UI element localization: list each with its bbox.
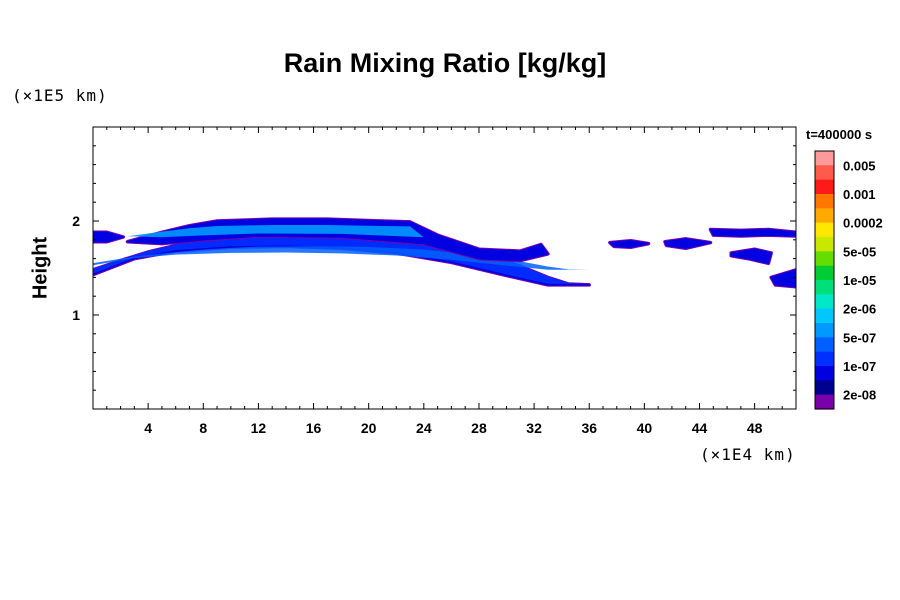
colorbar-swatch (815, 265, 834, 281)
right-edge-patch (769, 268, 796, 289)
colorbar-label: 1e-05 (843, 273, 876, 288)
x-tick-label: 28 (471, 420, 487, 436)
colorbar-label: 2e-06 (843, 302, 876, 317)
colorbar-swatch (815, 294, 834, 310)
colorbar-label: 0.005 (843, 158, 876, 173)
colorbar-swatch (815, 208, 834, 224)
x-tick-label: 48 (747, 420, 763, 436)
x-tick-label: 36 (581, 420, 597, 436)
patch-43 (663, 237, 713, 251)
patch-48-mid (729, 247, 773, 266)
colorbar-swatch (815, 280, 834, 295)
x-tick-label: 40 (637, 420, 653, 436)
x-tick-label: 20 (361, 420, 377, 436)
colorbar-swatch (815, 323, 834, 338)
chart-title: Rain Mixing Ratio [kg/kg] (283, 48, 607, 78)
y-axis-unit: (×1E5 km) (12, 86, 108, 105)
colorbar-label: 0.001 (843, 187, 876, 202)
x-tick-label: 32 (526, 420, 542, 436)
y-tick-label: 1 (72, 307, 80, 323)
colorbar-swatch (815, 151, 834, 166)
colorbar-swatch (815, 222, 834, 238)
x-tick-label: 8 (199, 420, 207, 436)
colorbar-swatch (815, 380, 834, 396)
x-tick-label: 16 (306, 420, 322, 436)
colorbar-swatch (815, 179, 834, 195)
x-tick-label: 4 (144, 420, 152, 436)
x-tick-label: 24 (416, 420, 432, 436)
colorbar-frame (814, 150, 835, 410)
colorbar-label: 2e-08 (843, 388, 876, 403)
left-edge-patch (93, 230, 126, 244)
colorbar-swatch (815, 394, 834, 410)
colorbar-swatch (815, 251, 834, 267)
x-axis-unit: (×1E4 km) (700, 445, 796, 464)
colorbar-swatch (815, 337, 834, 353)
colorbar-label: 5e-07 (843, 330, 876, 345)
colorbar-swatch (815, 366, 834, 381)
colorbar-swatch (815, 194, 834, 209)
upper-rain-band (125, 217, 550, 263)
colorbar-label: 1e-07 (843, 359, 876, 374)
patch-39 (608, 238, 651, 250)
colorbar-swatch (815, 165, 834, 181)
colorbar: 0.005 0.001 0.0002 5e-05 1e-05 2e-06 5e-07 1e-0… (814, 150, 883, 410)
plot-frame (92, 126, 797, 410)
colorbar-swatch (815, 308, 834, 324)
time-label: t=400000 s (806, 127, 873, 142)
plot-features (93, 217, 796, 289)
y-tick-label: 2 (72, 213, 80, 229)
colorbar-swatch (815, 237, 834, 252)
colorbar-label: 5e-05 (843, 244, 876, 259)
colorbar-swatch (815, 351, 834, 367)
colorbar-label: 0.0002 (843, 216, 883, 231)
x-tick-label: 44 (692, 420, 708, 436)
patch-47-upper (708, 227, 796, 238)
x-tick-label: 12 (251, 420, 267, 436)
